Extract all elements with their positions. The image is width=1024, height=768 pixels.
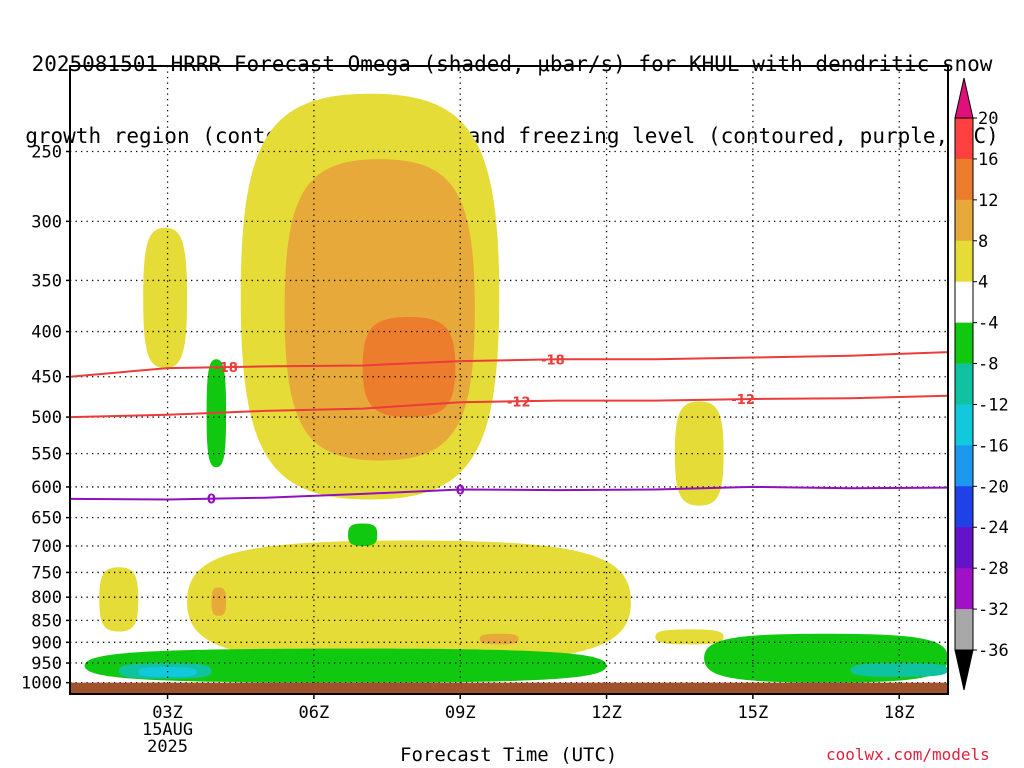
x-date-label-year: 2025 bbox=[147, 737, 188, 757]
y-tick-label-1000: 1000 bbox=[21, 674, 62, 694]
temperature-contours: -18 -18 -12 -12 0 0 bbox=[70, 351, 948, 508]
colorbar-band-8_12 bbox=[955, 199, 973, 242]
omega-shading bbox=[84, 93, 948, 683]
x-axis-label: Forecast Time (UTC) bbox=[400, 744, 618, 766]
contour-line-0 bbox=[70, 485, 948, 501]
colorbar-band-16_20 bbox=[955, 118, 973, 160]
omega-region-5 bbox=[187, 540, 631, 664]
contour-label-0-1: 0 bbox=[456, 483, 465, 498]
y-tick-label-650: 650 bbox=[31, 509, 62, 529]
omega-region-1 bbox=[284, 159, 475, 461]
omega-region-7 bbox=[655, 629, 724, 645]
y-tick-label-700: 700 bbox=[31, 537, 62, 557]
colorbar-label--16: -16 bbox=[978, 436, 1009, 456]
colorbar-band-4_8 bbox=[955, 240, 973, 283]
omega-region-2 bbox=[362, 316, 456, 418]
ground-layer bbox=[70, 682, 948, 694]
colorbar-band--28_-24 bbox=[955, 527, 973, 569]
colorbar-band--8_-4 bbox=[955, 322, 973, 365]
x-tick-label-18Z: 18Z bbox=[884, 703, 915, 723]
y-tick-label-600: 600 bbox=[31, 478, 62, 498]
omega-colorbar: 20 16 12 8 4 -4 -8 -12 -16 -20 -24 -28 -32 -36 bbox=[954, 77, 1009, 691]
colorbar-band--24_-20 bbox=[955, 486, 973, 528]
y-tick-label-450: 450 bbox=[31, 368, 62, 388]
colorbar-label--12: -12 bbox=[978, 395, 1009, 415]
x-tick-label-03Z: 03Z bbox=[152, 703, 183, 723]
colorbar-band--20_-16 bbox=[955, 445, 973, 487]
colorbar-band--32_-28 bbox=[955, 568, 973, 610]
plot-frame bbox=[69, 65, 949, 695]
colorbar-label-4: 4 bbox=[978, 273, 988, 293]
y-tick-label-950: 950 bbox=[31, 654, 62, 674]
omega-region-6 bbox=[99, 567, 139, 632]
x-date-label-day: 15AUG bbox=[142, 720, 193, 740]
contour-label--18-0: -18 bbox=[214, 361, 238, 376]
omega-region-3 bbox=[143, 227, 188, 369]
colorbar-label-12: 12 bbox=[978, 191, 998, 211]
ground-fill bbox=[70, 682, 948, 694]
colorbar-label-20: 20 bbox=[978, 109, 998, 129]
x-tick-label-09Z: 09Z bbox=[445, 703, 476, 723]
colorbar-bottom-arrow bbox=[954, 649, 974, 691]
colorbar-band--4_4 bbox=[955, 281, 973, 324]
chart-title: 2025081501 HRRR Forecast Omega (shaded, … bbox=[0, 4, 1024, 172]
contour-label--12-0: -12 bbox=[507, 395, 531, 410]
omega-region-8 bbox=[211, 587, 227, 616]
y-tick-label-550: 550 bbox=[31, 445, 62, 465]
colorbar-label--20: -20 bbox=[978, 477, 1009, 497]
y-tick-label-300: 300 bbox=[31, 212, 62, 232]
contour-label-0-0: 0 bbox=[207, 493, 216, 508]
contour-line--18 bbox=[70, 351, 948, 378]
y-tick-label-400: 400 bbox=[31, 323, 62, 343]
colorbar-frame bbox=[954, 117, 974, 651]
contour-line--12 bbox=[70, 394, 948, 419]
colorbar-label--28: -28 bbox=[978, 559, 1009, 579]
x-tick-label-15Z: 15Z bbox=[738, 703, 769, 723]
y-tick-label-750: 750 bbox=[31, 563, 62, 583]
pressure-axis: 2503003504004505005506006507007508008509… bbox=[21, 142, 70, 694]
y-tick-label-350: 350 bbox=[31, 271, 62, 291]
credit-link[interactable]: coolwx.com/models bbox=[826, 745, 990, 764]
colorbar-label--36: -36 bbox=[978, 641, 1009, 661]
colorbar-label--32: -32 bbox=[978, 600, 1009, 620]
x-tick-label-12Z: 12Z bbox=[591, 703, 622, 723]
y-tick-label-800: 800 bbox=[31, 588, 62, 608]
y-tick-label-500: 500 bbox=[31, 408, 62, 428]
colorbar-band--36_-32 bbox=[955, 609, 973, 651]
omega-region-9 bbox=[479, 633, 519, 645]
omega-region-12 bbox=[84, 648, 607, 683]
chart-title-line1: 2025081501 HRRR Forecast Omega (shaded, … bbox=[31, 52, 993, 76]
y-tick-label-250: 250 bbox=[31, 142, 62, 162]
colorbar-band--16_-12 bbox=[955, 404, 973, 446]
colorbar-label--8: -8 bbox=[978, 355, 998, 375]
omega-region-4 bbox=[674, 401, 724, 506]
colorbar-band--12_-8 bbox=[955, 363, 973, 405]
x-tick-label-06Z: 06Z bbox=[299, 703, 330, 723]
y-tick-label-900: 900 bbox=[31, 633, 62, 653]
contour-label--18-1: -18 bbox=[541, 353, 565, 368]
colorbar-top-arrow bbox=[954, 77, 974, 119]
omega-region-15 bbox=[850, 663, 948, 677]
colorbar-band-12_16 bbox=[955, 158, 973, 201]
colorbar-label-8: 8 bbox=[978, 232, 988, 252]
colorbar-label-16: 16 bbox=[978, 150, 998, 170]
colorbar-label--4: -4 bbox=[978, 314, 998, 334]
colorbar-label--24: -24 bbox=[978, 518, 1009, 538]
y-tick-label-850: 850 bbox=[31, 611, 62, 631]
contour-label--12-1: -12 bbox=[731, 393, 755, 408]
omega-region-11 bbox=[348, 523, 378, 547]
